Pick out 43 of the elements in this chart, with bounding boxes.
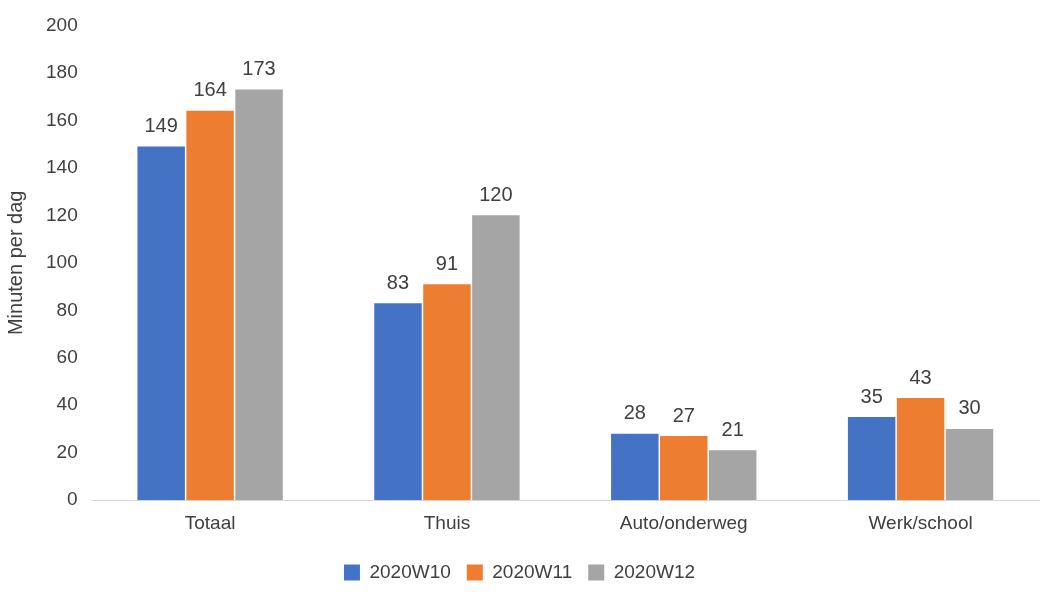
y-tick-label: 80 bbox=[56, 298, 78, 320]
bar bbox=[660, 436, 708, 501]
x-tick-label: Werk/school bbox=[868, 511, 973, 533]
bar bbox=[708, 450, 757, 501]
bar bbox=[472, 215, 520, 501]
legend-label: 2020W12 bbox=[613, 560, 696, 582]
data-label: 27 bbox=[672, 403, 695, 426]
data-label: 120 bbox=[479, 182, 513, 205]
data-label: 21 bbox=[721, 417, 744, 440]
bar bbox=[847, 417, 896, 501]
y-tick-label: 40 bbox=[56, 393, 78, 415]
x-tick-label: Thuis bbox=[423, 511, 471, 533]
y-tick-label: 140 bbox=[46, 156, 78, 178]
data-label: 173 bbox=[242, 57, 276, 80]
bar bbox=[423, 284, 471, 501]
y-axis-title: Minuten per dag bbox=[3, 190, 26, 336]
bar bbox=[611, 433, 659, 501]
x-tick-label: Totaal bbox=[184, 511, 236, 533]
y-tick-label: 100 bbox=[46, 251, 78, 273]
legend-label: 2020W10 bbox=[369, 560, 451, 582]
bar bbox=[945, 428, 994, 501]
y-tick-label: 120 bbox=[46, 203, 78, 225]
data-label: 30 bbox=[958, 396, 981, 419]
bar bbox=[374, 303, 422, 501]
y-tick-label: 20 bbox=[56, 440, 78, 462]
data-label: 164 bbox=[193, 78, 227, 101]
bar bbox=[235, 89, 283, 501]
data-label: 91 bbox=[435, 251, 459, 274]
y-tick-label: 200 bbox=[46, 13, 78, 35]
bar bbox=[896, 398, 945, 501]
data-label: 28 bbox=[623, 401, 646, 424]
y-tick-label: 160 bbox=[46, 108, 78, 130]
bar bbox=[137, 146, 185, 501]
y-tick-label: 0 bbox=[67, 488, 78, 510]
data-label: 83 bbox=[386, 270, 410, 293]
y-tick-label: 180 bbox=[46, 61, 78, 83]
y-tick-label: 60 bbox=[56, 345, 78, 367]
data-label: 35 bbox=[860, 384, 883, 407]
legend-label: 2020W11 bbox=[492, 560, 573, 582]
x-tick-label: Auto/onderweg bbox=[619, 511, 748, 533]
bar bbox=[186, 110, 234, 501]
data-label: 149 bbox=[144, 113, 178, 136]
data-label: 43 bbox=[909, 365, 932, 388]
